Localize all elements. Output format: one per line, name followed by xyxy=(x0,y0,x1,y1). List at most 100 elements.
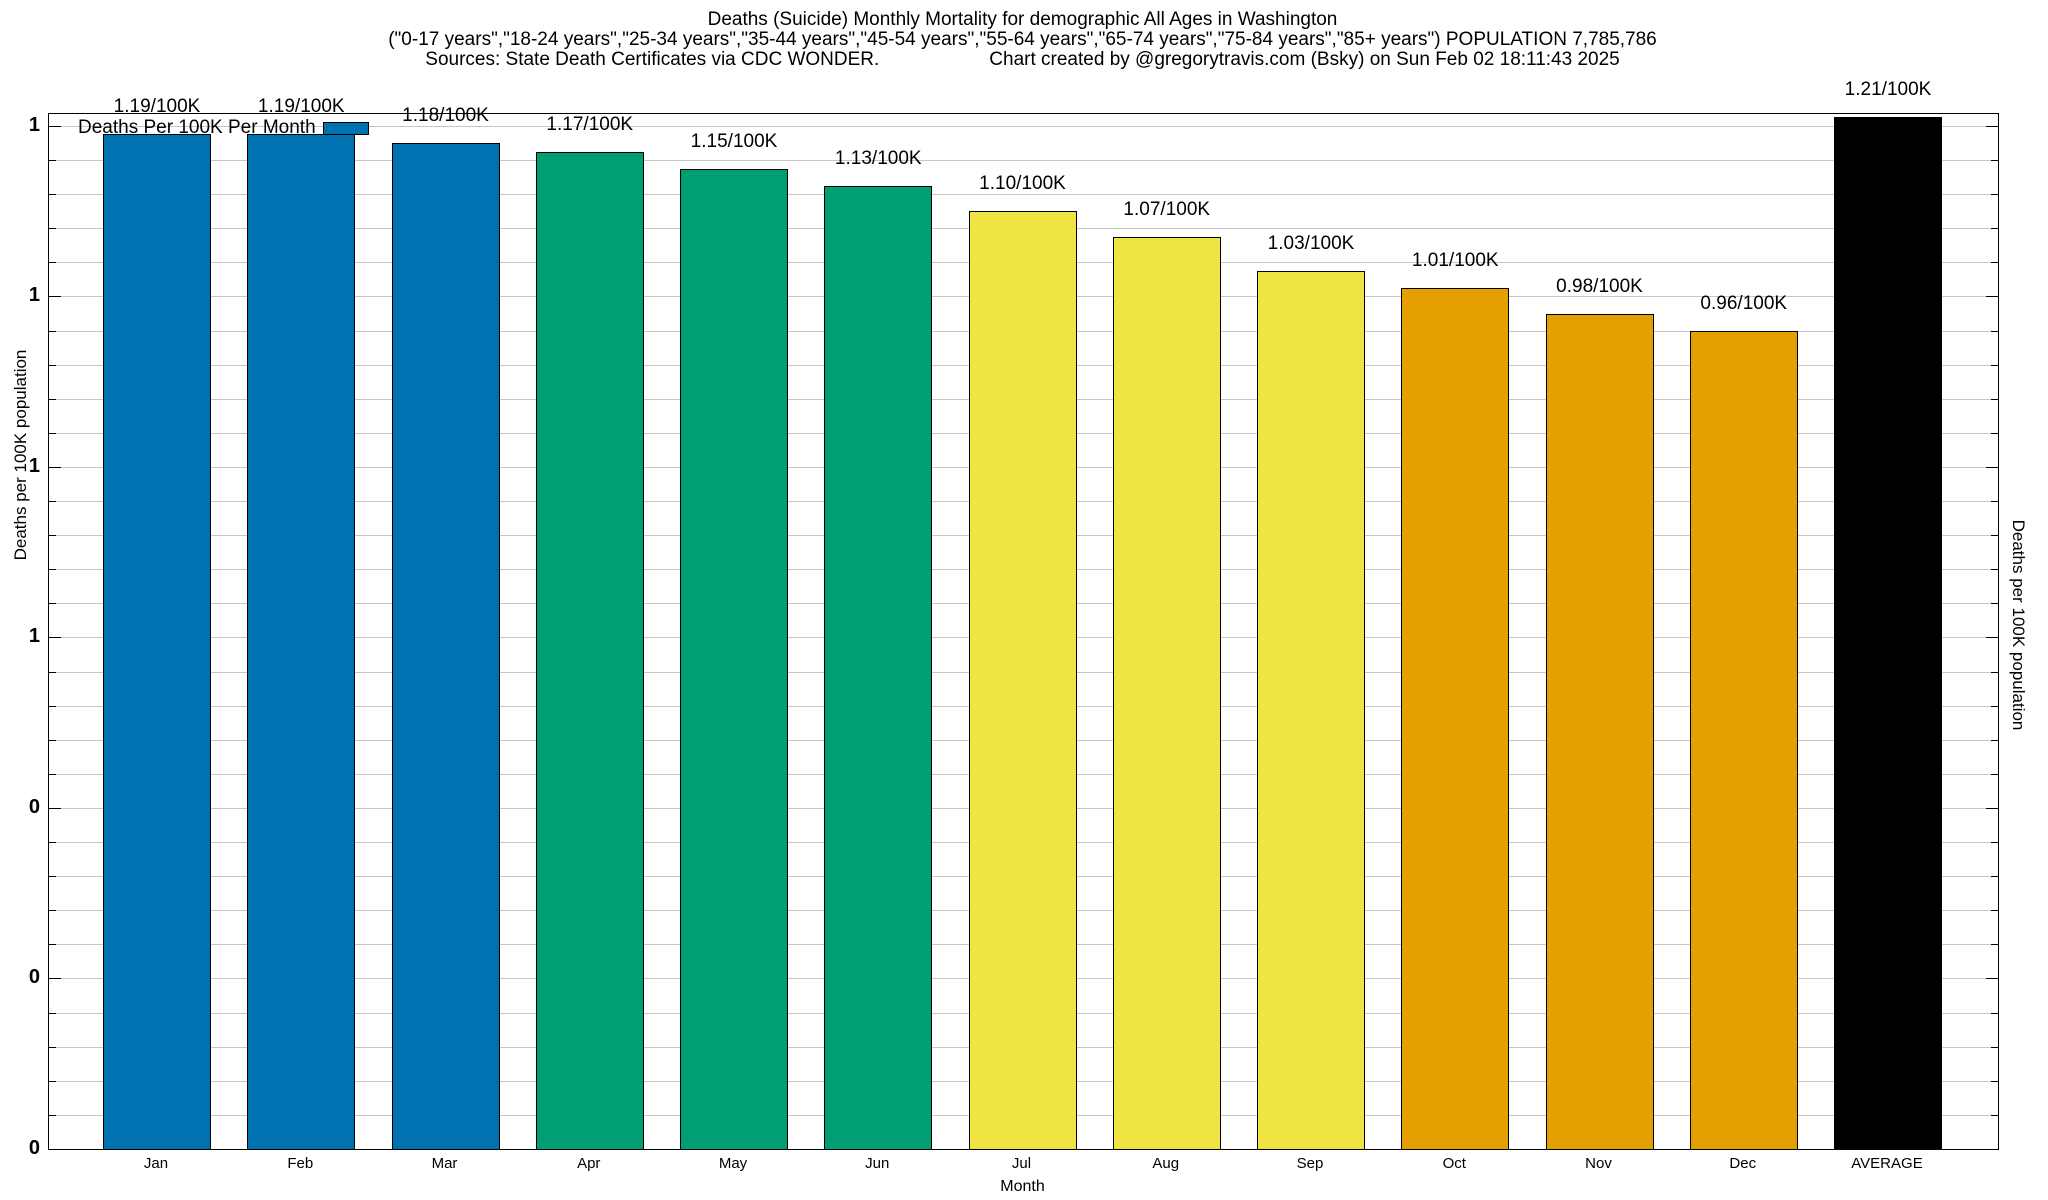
x-tick-label-apr: Apr xyxy=(577,1155,601,1172)
left-axis-tick xyxy=(49,910,56,912)
x-tick-label-sep: Sep xyxy=(1296,1155,1324,1172)
bar-slot-jun: 1.13/100K xyxy=(824,114,933,1149)
right-axis-tick xyxy=(1991,262,1998,264)
bar-value-label-mar: 1.18/100K xyxy=(402,105,489,126)
minor-gridline xyxy=(49,194,1998,196)
bar-jul xyxy=(968,211,1077,1149)
bar-value-label-dec: 0.96/100K xyxy=(1700,292,1788,314)
left-axis-tick xyxy=(49,773,56,775)
right-axis-tick xyxy=(1986,978,1998,980)
bar-value-label-feb: 1.19/100K xyxy=(257,96,345,118)
bar-sep xyxy=(1257,270,1365,1149)
right-axis-tick xyxy=(1991,1046,1998,1048)
bar-slot-jul: 1.10/100K xyxy=(968,114,1077,1149)
left-axis-tick xyxy=(49,160,56,162)
bar-slot-aug: 1.07/100K xyxy=(1112,114,1221,1149)
legend-swatch xyxy=(322,121,369,135)
left-axis-tick xyxy=(49,466,61,468)
chart-attribution: Sources: State Death Certificates via CD… xyxy=(48,50,1997,70)
legend: Deaths Per 100K Per Month xyxy=(78,117,369,139)
right-axis-tick xyxy=(1991,671,1998,673)
right-axis-tick xyxy=(1991,194,1998,196)
right-axis-tick xyxy=(1991,569,1998,571)
right-axis-tick xyxy=(1991,398,1998,400)
bar-slot-feb: 1.19/100K xyxy=(247,96,356,1149)
x-tick-label-average: AVERAGE xyxy=(1851,1155,1923,1172)
bar-mar xyxy=(391,143,500,1149)
right-axis-tick xyxy=(1991,705,1998,707)
right-axis-tick xyxy=(1991,432,1998,434)
bar-value-label-sep: 1.03/100K xyxy=(1267,232,1355,254)
right-axis-tick xyxy=(1991,364,1998,366)
left-axis-tick xyxy=(49,569,56,571)
bar-feb xyxy=(247,134,356,1149)
left-axis-tick xyxy=(49,535,56,537)
left-axis-tick xyxy=(49,1012,56,1014)
bar-slot-apr: 1.17/100K xyxy=(535,114,644,1149)
chart-subtitle: ("0-17 years","18-24 years","25-34 years… xyxy=(388,29,1657,50)
y-tick-label: 0 xyxy=(28,1137,40,1159)
left-axis-tick xyxy=(49,705,56,707)
x-tick-label-nov: Nov xyxy=(1585,1155,1612,1172)
left-axis-tick xyxy=(49,603,56,605)
bar-slot-average: 1.21/100K xyxy=(1834,79,1942,1149)
bar-slot-jan: 1.19/100K xyxy=(103,96,211,1149)
left-axis-tick xyxy=(49,671,56,673)
bar-apr xyxy=(535,151,644,1149)
x-tick-label-jan: Jan xyxy=(143,1155,169,1172)
bar-jun xyxy=(824,185,933,1149)
bar-slot-may: 1.15/100K xyxy=(680,114,788,1149)
bar-value-label-jul: 1.10/100K xyxy=(979,173,1066,195)
right-axis-tick xyxy=(1991,1114,1998,1116)
minor-gridline xyxy=(49,160,1998,162)
right-axis-tick xyxy=(1986,466,1998,468)
bar-nov xyxy=(1545,313,1654,1149)
right-axis-tick xyxy=(1991,535,1998,537)
sources-text: Sources: State Death Certificates via CD… xyxy=(425,49,880,70)
x-tick-label-mar: Mar xyxy=(431,1155,458,1172)
y-tick-label: 1 xyxy=(28,113,40,136)
credit-text: Chart created by @gregorytravis.com (Bsk… xyxy=(989,49,1620,70)
x-tick-label-oct: Oct xyxy=(1442,1155,1466,1172)
y-tick-label: 1 xyxy=(28,454,40,477)
left-axis-tick xyxy=(49,125,61,127)
right-axis-tick xyxy=(1986,637,1998,639)
right-axis-tick xyxy=(1991,330,1998,332)
x-tick-label-feb: Feb xyxy=(287,1155,314,1172)
bar-slot-sep: 1.03/100K xyxy=(1257,114,1365,1149)
bar-may xyxy=(680,168,788,1149)
left-axis-tick xyxy=(49,842,56,844)
bar-value-label-average: 1.21/100K xyxy=(1844,79,1932,101)
left-axis-tick xyxy=(49,637,61,639)
left-axis-tick xyxy=(49,330,56,332)
x-tick-label-jun: Jun xyxy=(865,1155,890,1172)
chart-title: Deaths (Suicide) Monthly Mortality for d… xyxy=(707,9,1338,30)
left-axis-tick xyxy=(49,296,61,298)
bar-value-label-oct: 1.01/100K xyxy=(1411,249,1499,271)
right-axis-tick xyxy=(1986,1149,1998,1150)
right-axis-tick xyxy=(1991,1012,1998,1014)
plot-area: 1.19/100K 1.19/100K 1.18/100K 1.17/100K 1.15… xyxy=(48,79,1999,1150)
bar-average xyxy=(1834,117,1942,1149)
legend-label: Deaths Per 100K Per Month xyxy=(78,117,316,138)
left-axis-tick xyxy=(49,978,61,980)
bar-jan xyxy=(103,134,211,1149)
bar-value-label-jan: 1.19/100K xyxy=(113,96,201,118)
y-axis-label-right: Deaths per 100K population xyxy=(2009,519,2028,731)
right-axis-tick xyxy=(1991,160,1998,162)
left-axis-tick xyxy=(49,228,56,230)
x-tick-label-aug: Aug xyxy=(1152,1155,1180,1172)
left-axis-tick xyxy=(49,432,56,434)
bar-oct xyxy=(1401,287,1510,1149)
left-axis-tick xyxy=(49,876,56,878)
right-axis-tick xyxy=(1991,944,1998,946)
bars-container: 1.19/100K 1.19/100K 1.18/100K 1.17/100K 1.15… xyxy=(103,79,1942,1149)
right-axis-tick xyxy=(1991,739,1998,741)
bar-value-label-may: 1.15/100K xyxy=(690,130,778,152)
right-axis-tick xyxy=(1991,603,1998,605)
left-axis-tick xyxy=(49,739,56,741)
x-tick-labels: Jan Feb Mar Apr May Jun Jul Aug Sep Oct Nov Dec AVER… xyxy=(102,1155,1941,1172)
right-axis-tick xyxy=(1991,1080,1998,1082)
bar-value-label-aug: 1.07/100K xyxy=(1123,198,1211,220)
